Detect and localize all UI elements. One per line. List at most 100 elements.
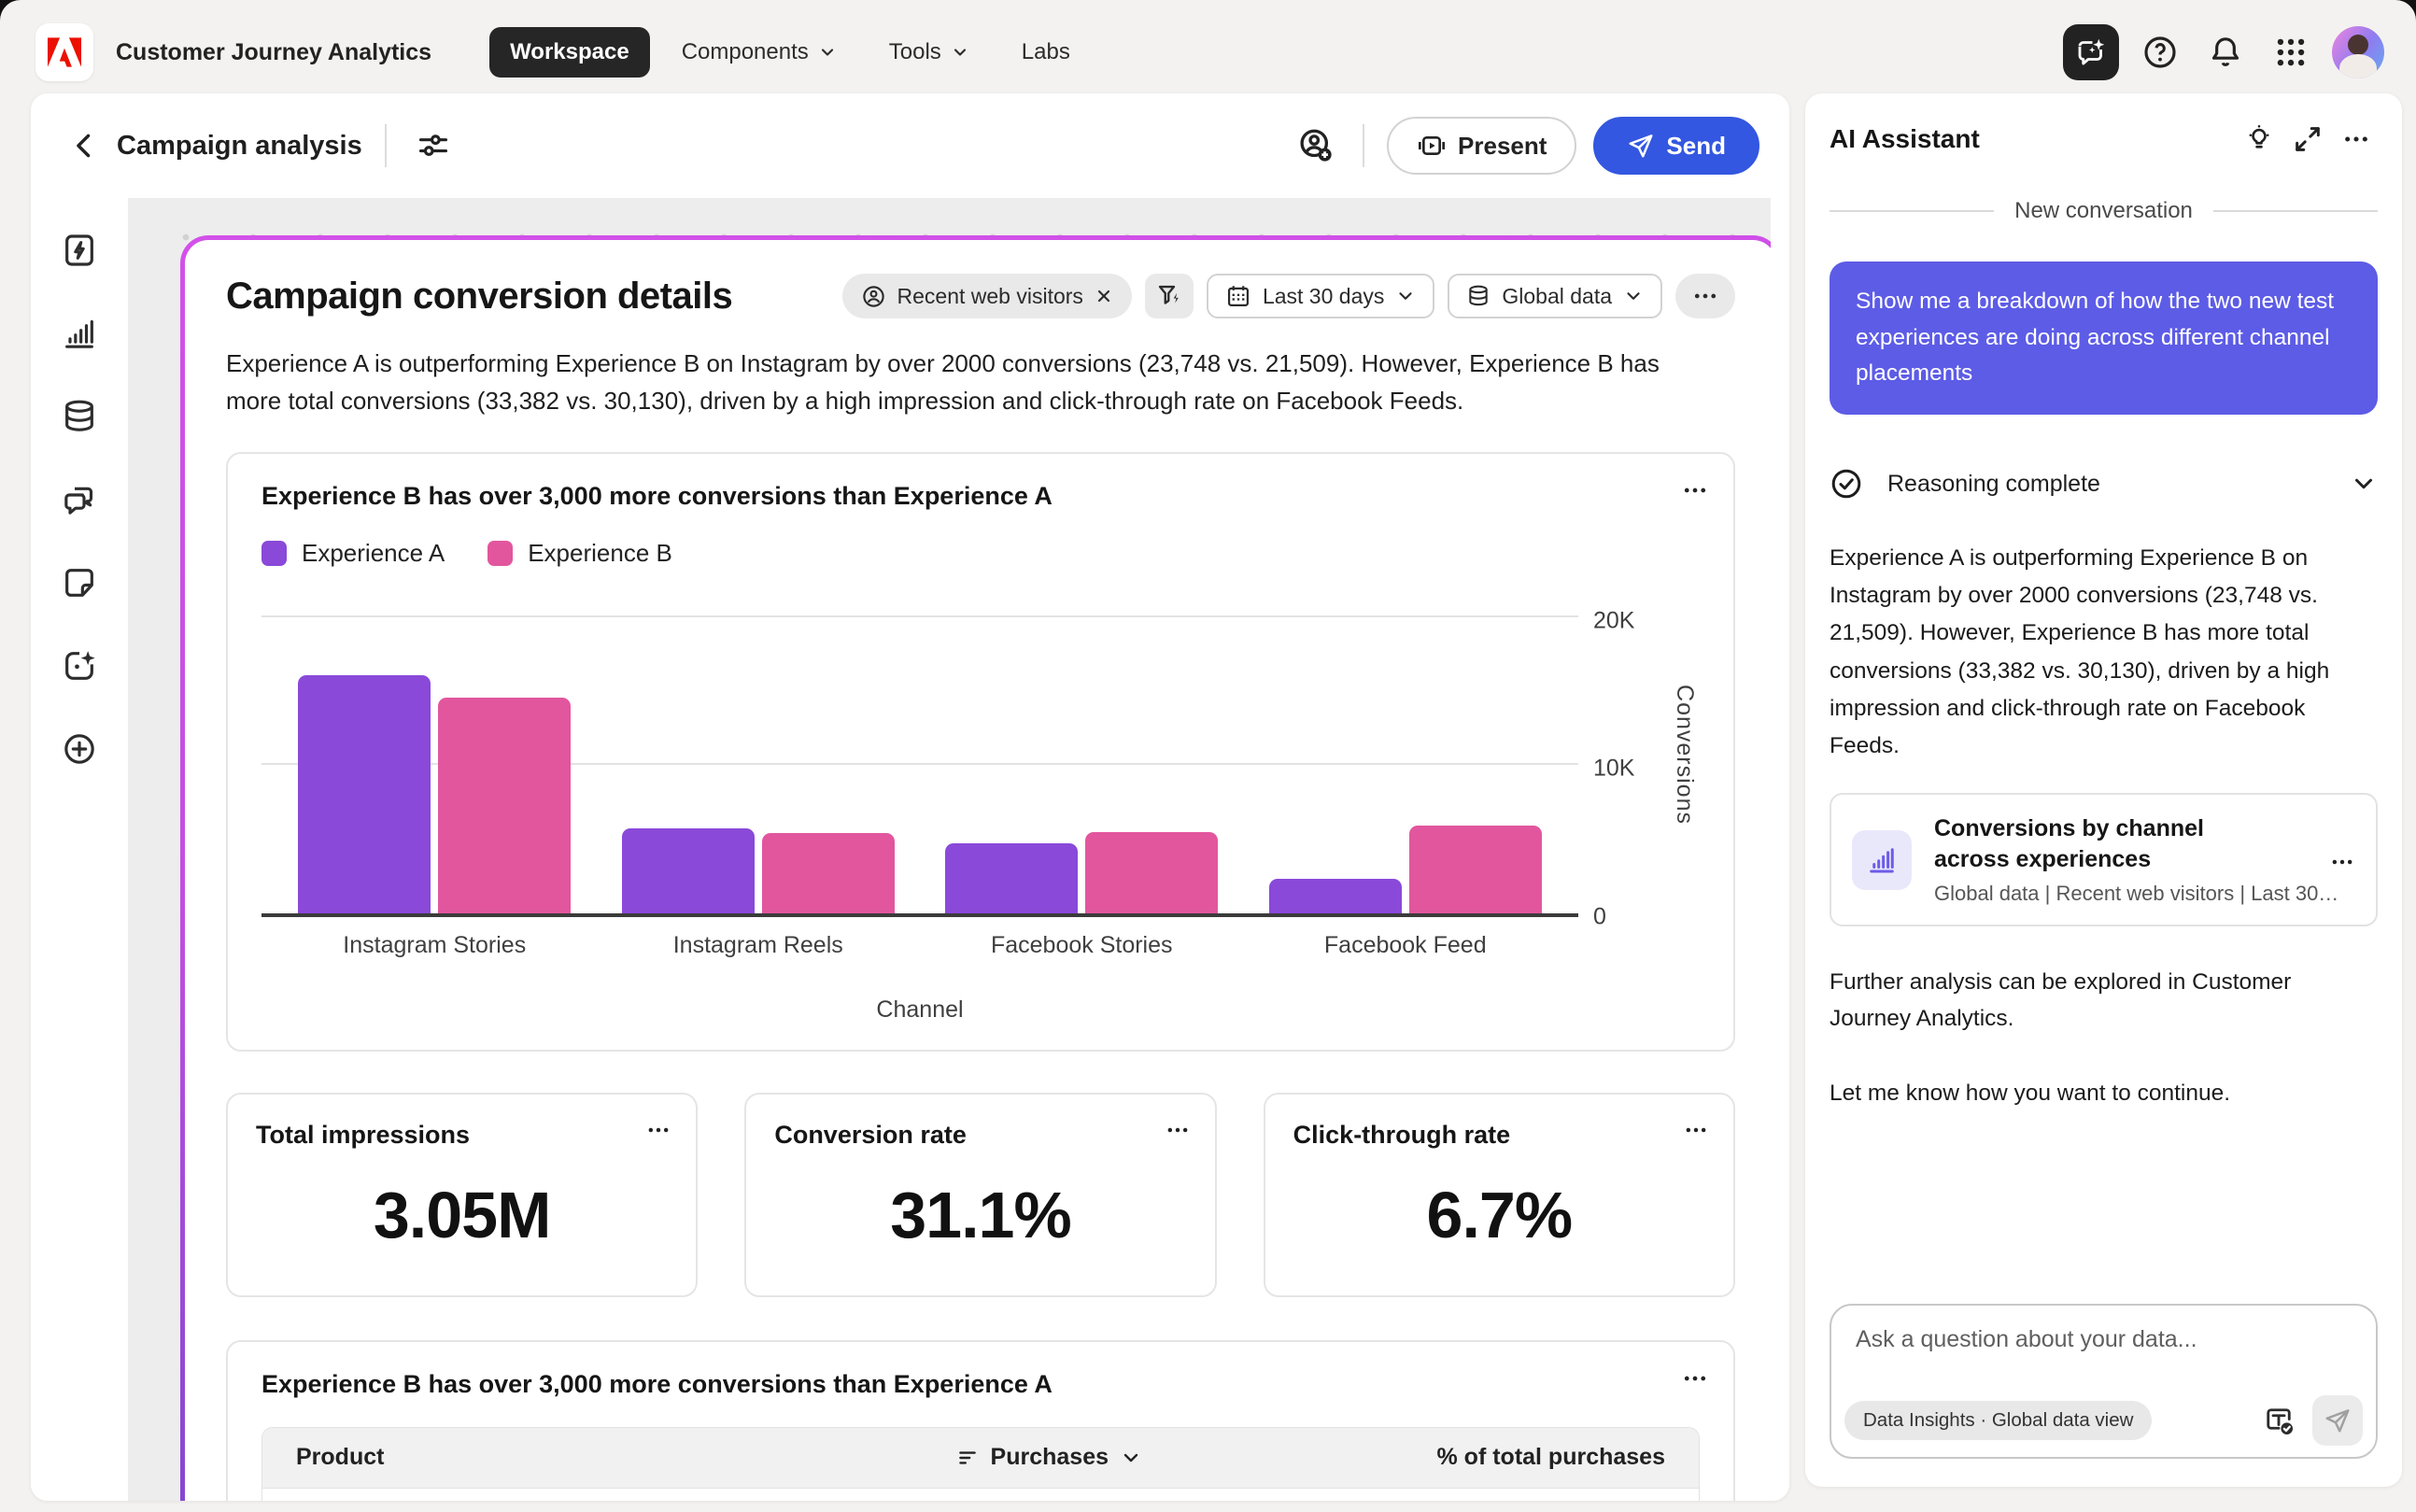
bar-group bbox=[945, 832, 1218, 912]
user-avatar[interactable] bbox=[2332, 26, 2384, 78]
metric-card-conversion-rate: Conversion rate 31.1% bbox=[744, 1093, 1216, 1297]
close-icon[interactable] bbox=[1095, 287, 1113, 305]
bar-experience-b[interactable] bbox=[762, 833, 895, 912]
y-tick-label: 0 bbox=[1593, 903, 1606, 930]
metric-label: Click-through rate bbox=[1293, 1121, 1705, 1150]
metric-value: 3.05M bbox=[256, 1178, 668, 1252]
top-nav-actions bbox=[2063, 24, 2384, 80]
project-title: Campaign analysis bbox=[117, 131, 362, 162]
viz-card-title: Conversions by channel across experience… bbox=[1934, 813, 2261, 874]
metric-value: 6.7% bbox=[1293, 1178, 1705, 1252]
ai-assistant-toggle-icon[interactable] bbox=[2063, 24, 2119, 80]
app-switcher-grid-icon[interactable] bbox=[2267, 28, 2315, 77]
chart-title: Experience B has over 3,000 more convers… bbox=[261, 482, 1700, 511]
new-conversation-divider: New conversation bbox=[1830, 198, 2378, 224]
quick-filter-icon[interactable] bbox=[1145, 274, 1194, 318]
expand-icon[interactable] bbox=[2286, 118, 2329, 161]
add-plus-icon[interactable] bbox=[53, 723, 106, 775]
chart-y-axis: 010K20K Conversions bbox=[1578, 592, 1700, 917]
check-circle-icon bbox=[1830, 467, 1863, 501]
workspace-card: Campaign analysis Present bbox=[31, 93, 1789, 1501]
view-settings-sliders-icon[interactable] bbox=[409, 121, 458, 170]
nav-item-workspace[interactable]: Workspace bbox=[489, 27, 650, 78]
chevron-down-icon bbox=[2350, 470, 2378, 498]
chart-legend: Experience A Experience B bbox=[261, 539, 1700, 568]
y-axis-label: Conversions bbox=[1671, 685, 1698, 825]
nav-item-tools[interactable]: Tools bbox=[869, 27, 990, 78]
toolbar-divider bbox=[1363, 124, 1364, 167]
chevron-down-icon bbox=[1120, 1447, 1142, 1469]
quick-insights-lightning-icon[interactable] bbox=[53, 224, 106, 276]
question-input[interactable] bbox=[1831, 1306, 2376, 1390]
adobe-logo[interactable] bbox=[35, 23, 93, 81]
nav-item-components[interactable]: Components bbox=[661, 27, 857, 78]
x-axis-label: Channel bbox=[261, 996, 1578, 1024]
context-chip[interactable]: Data Insights · Global data view bbox=[1844, 1401, 2152, 1440]
calendar-icon bbox=[1225, 283, 1251, 309]
visualizations-bars-icon[interactable] bbox=[53, 307, 106, 360]
viz-card-subtitle: Global data | Recent web visitors | Last… bbox=[1934, 882, 2338, 906]
ai-sparkle-icon[interactable] bbox=[53, 640, 106, 692]
more-options-icon[interactable] bbox=[1675, 274, 1735, 318]
share-add-user-icon[interactable] bbox=[1292, 121, 1340, 170]
metric-more-options-icon[interactable] bbox=[645, 1117, 671, 1143]
table-header-row: Product Purchases bbox=[262, 1428, 1699, 1488]
insight-panel: Campaign conversion details Recent web v… bbox=[180, 235, 1771, 1501]
chart-plot bbox=[261, 592, 1578, 917]
project-toolbar: Campaign analysis Present bbox=[31, 93, 1789, 198]
application-window: Customer Journey Analytics Workspace Com… bbox=[0, 0, 2416, 1512]
data-view-dropdown[interactable]: Global data bbox=[1448, 274, 1662, 318]
present-button[interactable]: Present bbox=[1387, 117, 1576, 175]
panels-note-icon[interactable] bbox=[53, 557, 106, 609]
products-table: Product Purchases bbox=[261, 1427, 1700, 1501]
metric-more-options-icon[interactable] bbox=[1683, 1117, 1709, 1143]
legend-item[interactable]: Experience A bbox=[261, 539, 445, 568]
workspace-canvas[interactable]: Campaign conversion details Recent web v… bbox=[128, 198, 1771, 1501]
table-card: Experience B has over 3,000 more convers… bbox=[226, 1340, 1735, 1501]
lightbulb-icon[interactable] bbox=[2238, 118, 2281, 161]
primary-nav: Workspace Components Tools Labs bbox=[489, 27, 1091, 78]
x-tick-label: Facebook Feed bbox=[1269, 932, 1542, 959]
table-row[interactable]: Foldable chair 4,854 46.5% bbox=[262, 1488, 1699, 1501]
metric-label: Conversion rate bbox=[774, 1121, 1186, 1150]
back-button[interactable] bbox=[61, 121, 109, 170]
data-database-icon[interactable] bbox=[53, 390, 106, 443]
text-check-icon[interactable] bbox=[2258, 1400, 2299, 1441]
scrollbar-track[interactable] bbox=[1771, 198, 1789, 1501]
bar-experience-b[interactable] bbox=[438, 698, 571, 913]
chevron-down-icon bbox=[1395, 286, 1416, 306]
date-range-dropdown[interactable]: Last 30 days bbox=[1207, 274, 1434, 318]
bar-group bbox=[298, 675, 571, 913]
nav-item-labs[interactable]: Labs bbox=[1001, 27, 1091, 78]
bar-experience-a[interactable] bbox=[1269, 879, 1402, 912]
column-header-purchases[interactable]: Purchases bbox=[787, 1444, 1142, 1471]
chart-x-labels: Instagram StoriesInstagram ReelsFacebook… bbox=[261, 932, 1578, 959]
chevron-down-icon bbox=[818, 43, 837, 62]
reasoning-status-row[interactable]: Reasoning complete bbox=[1830, 467, 2378, 501]
ai-assistant-panel: AI Assistant New conversation Show me a … bbox=[1805, 93, 2402, 1487]
annotations-chat-icon[interactable] bbox=[53, 473, 106, 526]
bar-experience-a[interactable] bbox=[945, 843, 1078, 912]
legend-label: Experience A bbox=[302, 539, 445, 568]
table-more-options-icon[interactable] bbox=[1681, 1364, 1709, 1392]
submit-question-icon[interactable] bbox=[2312, 1395, 2363, 1446]
toolbar-divider bbox=[385, 124, 387, 167]
help-icon[interactable] bbox=[2136, 28, 2184, 77]
column-header-pct[interactable]: % of total purchases bbox=[1142, 1444, 1665, 1471]
legend-item[interactable]: Experience B bbox=[487, 539, 672, 568]
column-header-product[interactable]: Product bbox=[296, 1444, 787, 1471]
bar-experience-b[interactable] bbox=[1085, 832, 1218, 912]
segment-chip[interactable]: Recent web visitors bbox=[842, 274, 1132, 318]
chart-more-options-icon[interactable] bbox=[1681, 476, 1709, 504]
bar-experience-a[interactable] bbox=[622, 828, 755, 912]
bar-experience-a[interactable] bbox=[298, 675, 431, 913]
notifications-bell-icon[interactable] bbox=[2201, 28, 2250, 77]
send-button[interactable]: Send bbox=[1593, 117, 1759, 175]
metric-more-options-icon[interactable] bbox=[1165, 1117, 1191, 1143]
bar-group bbox=[622, 828, 895, 912]
viz-reference-card[interactable]: Conversions by channel across experience… bbox=[1830, 793, 2378, 926]
viz-more-options-icon[interactable] bbox=[2329, 849, 2355, 875]
sort-icon bbox=[955, 1446, 980, 1470]
more-options-icon[interactable] bbox=[2335, 118, 2378, 161]
bar-experience-b[interactable] bbox=[1409, 826, 1542, 912]
